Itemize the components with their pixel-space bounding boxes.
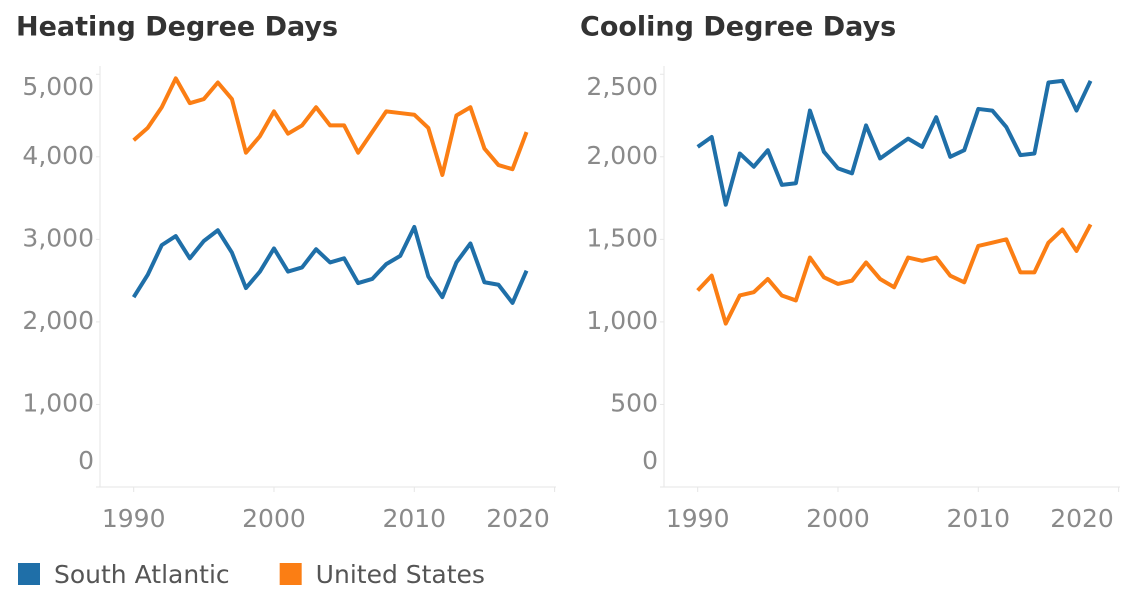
x-tick-label: 1990 [102, 504, 166, 533]
line-series [696, 78, 1093, 207]
y-tick-label: 1,000 [22, 388, 94, 417]
line-series [131, 224, 529, 305]
legend-swatch [279, 563, 302, 585]
x-tick-label: 2020 [1050, 504, 1114, 533]
y-tick-label: 4,000 [22, 141, 94, 170]
y-tick-label: 5,000 [22, 72, 94, 101]
x-tick-label: 1990 [666, 504, 730, 533]
legend-label: United States [316, 560, 485, 589]
chart-title: Heating Degree Days [16, 12, 338, 43]
x-tick-label: 2000 [806, 504, 870, 533]
line-series [696, 223, 1093, 326]
chart-title: Cooling Degree Days [580, 12, 896, 43]
y-tick-label: 1,500 [586, 223, 658, 252]
y-tick-label: 500 [610, 388, 658, 417]
legend-swatch [18, 563, 40, 585]
x-tick-label: 2020 [486, 504, 550, 533]
line-series [132, 76, 529, 177]
y-tick-label: 2,500 [586, 72, 658, 101]
x-tick-label: 2000 [242, 504, 306, 533]
x-tick-label: 2010 [382, 504, 446, 533]
x-tick-label: 2010 [946, 504, 1010, 533]
y-tick-label: 0 [78, 446, 94, 475]
legend-label: South Atlantic [54, 560, 230, 589]
y-tick-label: 1,000 [586, 306, 658, 335]
y-tick-label: 2,000 [22, 306, 94, 335]
y-tick-label: 3,000 [22, 223, 94, 252]
y-tick-label: 2,000 [586, 141, 658, 170]
y-tick-label: 0 [642, 446, 658, 475]
